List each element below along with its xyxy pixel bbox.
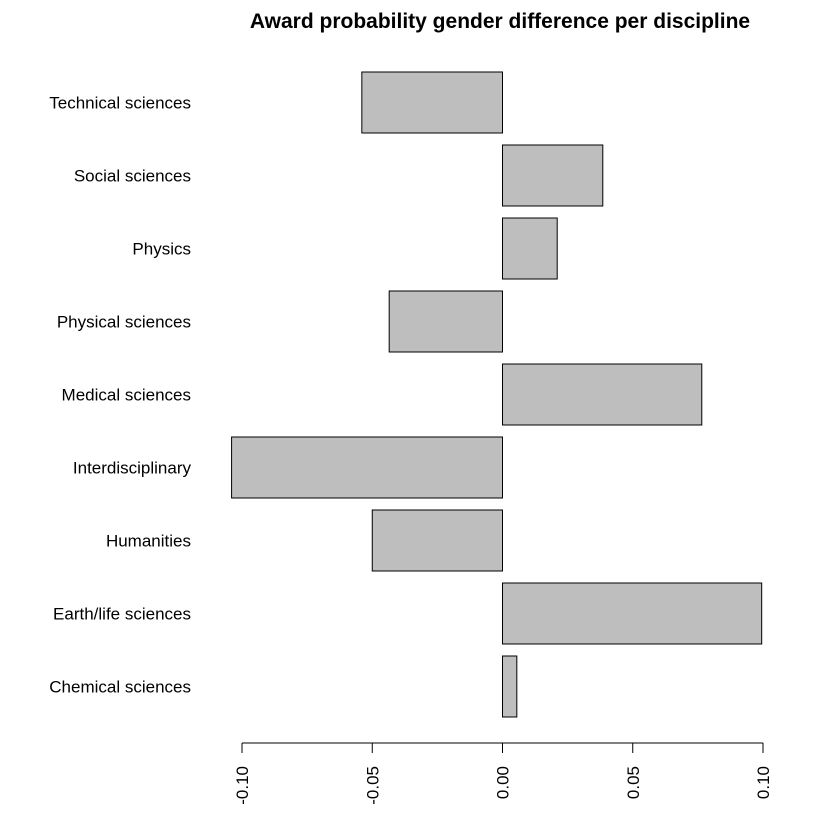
- x-tick-label: 0.05: [624, 766, 643, 799]
- category-label: Chemical sciences: [49, 678, 191, 697]
- category-label: Humanities: [106, 532, 191, 551]
- bar: [502, 655, 518, 718]
- bar: [502, 363, 703, 426]
- category-label: Technical sciences: [49, 94, 191, 113]
- category-label: Physics: [132, 240, 191, 259]
- bar: [371, 509, 503, 572]
- bar: [502, 582, 763, 645]
- category-label: Medical sciences: [62, 386, 191, 405]
- bar: [502, 144, 604, 207]
- x-tick-label: 0.00: [494, 766, 513, 799]
- category-label: Interdisciplinary: [73, 459, 192, 478]
- category-label: Physical sciences: [57, 313, 191, 332]
- x-tick-label: -0.05: [363, 766, 382, 805]
- x-tick-label: 0.10: [754, 766, 773, 799]
- x-tick-label: -0.10: [233, 766, 252, 805]
- bar: [361, 71, 503, 134]
- category-label: Earth/life sciences: [53, 605, 191, 624]
- category-label: Social sciences: [74, 167, 191, 186]
- bar: [502, 217, 558, 280]
- chart-title: Award probability gender difference per …: [249, 10, 751, 33]
- bar: [388, 290, 503, 353]
- bar: [231, 436, 504, 499]
